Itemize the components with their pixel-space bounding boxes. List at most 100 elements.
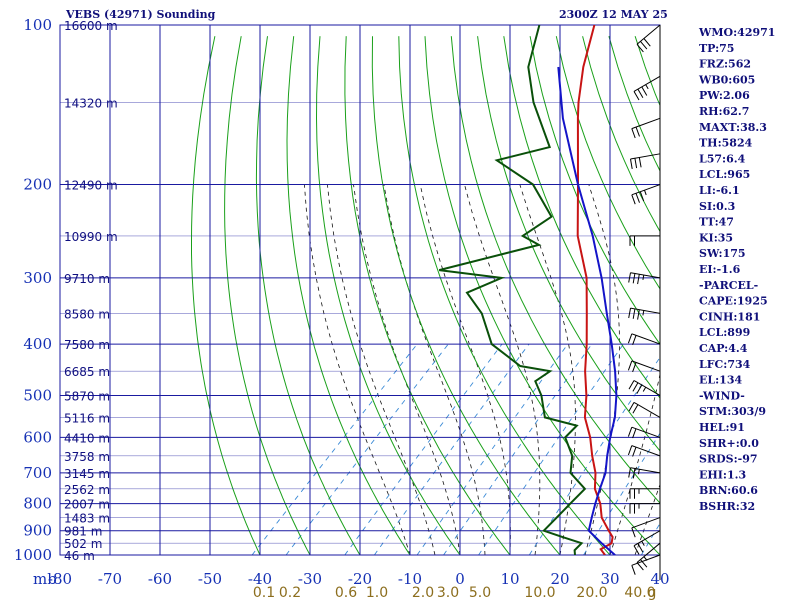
wind-barb-flag: [628, 446, 631, 455]
wind-barb-half: [645, 190, 647, 195]
pressure-label: 700: [23, 464, 52, 482]
height-label: 9710 m: [64, 272, 110, 286]
index-line: WMO:42971: [698, 26, 775, 39]
wind-barb-flag: [633, 363, 636, 372]
wind-barb: [632, 118, 660, 138]
profile-series: [439, 25, 616, 555]
wind-barb-half: [643, 311, 644, 316]
moist-adiabat-line: [420, 185, 510, 556]
station-title: VEBS (42971) Sounding: [65, 8, 216, 21]
mixing-ratio-label: 2.0: [412, 585, 434, 600]
mixing-ratio-line: [345, 344, 502, 555]
height-label: 7580 m: [64, 338, 110, 352]
wind-barb-flag: [628, 334, 631, 343]
height-label: 8580 m: [64, 307, 110, 321]
mixing-ratio-label: 0.1: [253, 585, 275, 600]
wind-barb-half: [643, 387, 646, 391]
wind-barb: [632, 185, 660, 205]
wind-barb-flag: [638, 274, 640, 284]
dewpoint-line: [439, 25, 585, 555]
mixing-ratio-label: g: [648, 585, 657, 600]
index-line: CAPE:1925: [699, 295, 768, 308]
pressure-label: 600: [23, 428, 52, 446]
wind-barb: [629, 273, 660, 284]
wind-barb-half: [646, 85, 649, 89]
dry-adiabat-line: [192, 36, 266, 566]
wind-barb-flag: [635, 158, 637, 168]
index-line: -PARCEL-: [699, 279, 758, 292]
mixing-ratio-label: 0.6: [335, 585, 357, 600]
height-label: 5870 m: [64, 389, 110, 403]
time-title: 2300Z 12 MAY 25: [559, 8, 668, 21]
pressure-label: 200: [23, 176, 52, 194]
wind-barb: [630, 504, 660, 514]
wind-barb: [630, 236, 660, 246]
index-line: HEL:91: [699, 421, 745, 434]
index-line: STM:303/9: [699, 405, 766, 418]
pressure-label: 100: [23, 16, 52, 34]
index-line: -WIND-: [699, 389, 745, 402]
wind-barb-flag: [633, 447, 636, 456]
dry-adiabat-line: [287, 36, 418, 566]
index-line: LI:-6.1: [699, 184, 740, 197]
dry-adiabat-line: [766, 36, 800, 566]
index-line: SW:175: [699, 247, 746, 260]
index-line: BRN:60.6: [699, 484, 758, 497]
wind-barb-flag: [637, 563, 643, 571]
wind-barb-flag: [642, 87, 647, 96]
wind-barb: [632, 518, 660, 538]
wind-barb-flag: [629, 402, 634, 411]
wind-barb-half: [643, 275, 644, 280]
wind-barb-flag: [636, 193, 640, 202]
temperature-line: [578, 25, 613, 555]
temperature-tick-label: -60: [148, 570, 172, 588]
index-line: L57:6.4: [699, 152, 746, 165]
dry-adiabat-line: [225, 36, 317, 566]
wind-barb-flag: [641, 41, 647, 49]
wind-barb-flag: [629, 381, 634, 390]
wind-barb-flag: [632, 195, 635, 204]
temperature-tick-label: -50: [198, 570, 222, 588]
height-label: 2007 m: [64, 498, 110, 512]
height-label: 46 m: [64, 549, 95, 563]
wind-barb: [629, 402, 660, 417]
index-line: KI:35: [699, 231, 733, 244]
height-label: 12490 m: [64, 179, 118, 193]
mixing-ratio-label: 20.0: [576, 585, 607, 600]
height-label: 14320 m: [64, 96, 118, 110]
wind-barb-flag: [637, 385, 642, 394]
index-line: TT:47: [699, 216, 734, 229]
dry-adiabat-line: [345, 36, 519, 566]
index-line: TP:75: [699, 42, 734, 55]
moist-adiabat-line: [327, 185, 435, 556]
temperature-tick-label: -30: [298, 570, 322, 588]
height-label: 3758 m: [64, 450, 110, 464]
index-line: FRZ:562: [699, 58, 751, 71]
index-line: MAXT:38.3: [699, 121, 767, 134]
pressure-label: 300: [23, 269, 52, 287]
index-line: SI:0.3: [699, 200, 735, 213]
wind-barb-flag: [633, 383, 638, 392]
wind-barb-flag: [631, 159, 633, 169]
height-label: 10990 m: [64, 230, 118, 244]
wind-barb-flag: [638, 89, 643, 98]
wind-barb: [628, 446, 660, 457]
wind-barb: [628, 361, 660, 372]
index-line: LCL:899: [699, 326, 750, 339]
index-line: RH:62.7: [699, 105, 749, 118]
x-unit-label: mb: [33, 570, 57, 588]
mixing-ratio-label: 10.0: [524, 585, 555, 600]
mixing-ratio-label: 5.0: [469, 585, 491, 600]
mixing-ratio-label: 0.2: [279, 585, 301, 600]
dry-adiabat-line: [317, 36, 469, 566]
wind-barb-flag: [633, 405, 638, 414]
wind-barb-flag: [633, 309, 635, 319]
index-line: WB0:605: [698, 73, 755, 86]
dry-adiabat-line: [793, 36, 800, 566]
wind-barb: [628, 427, 660, 438]
mixing-ratio-label: 3.0: [437, 585, 459, 600]
index-line: PW:2.06: [699, 89, 750, 102]
wind-barb-staff: [637, 25, 660, 44]
